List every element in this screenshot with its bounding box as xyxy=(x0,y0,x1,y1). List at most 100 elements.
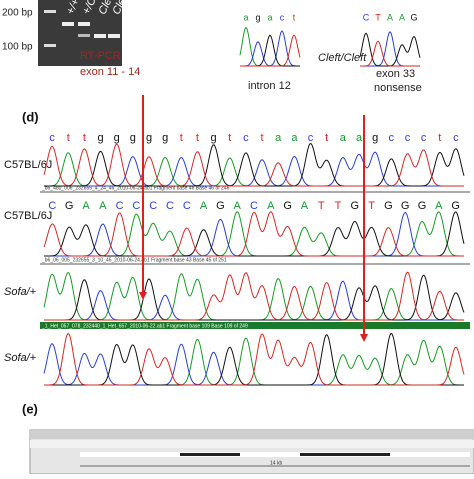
trace xyxy=(43,211,464,257)
base-call: A xyxy=(234,200,242,212)
base-call: a xyxy=(291,132,298,144)
base-call: C xyxy=(48,200,56,212)
toolbar xyxy=(30,440,474,448)
base-call: c xyxy=(49,132,55,144)
base-call: C xyxy=(149,200,157,212)
base-call: C xyxy=(116,200,124,212)
gel-band xyxy=(78,34,90,37)
trace-label: nonsense xyxy=(374,82,422,94)
base-call: t xyxy=(261,132,264,144)
trace xyxy=(44,332,465,386)
base-call: G xyxy=(216,200,225,212)
base-call: G xyxy=(351,200,360,212)
trace xyxy=(359,32,421,67)
trace xyxy=(360,31,420,67)
ruler xyxy=(80,452,470,457)
base-call: C xyxy=(250,200,258,212)
base-call: G xyxy=(283,200,292,212)
base-call: a xyxy=(275,132,282,144)
gene-block xyxy=(180,453,240,456)
base-call: A xyxy=(82,200,90,212)
base-call: A xyxy=(267,200,275,212)
row-label: C57BL/6J xyxy=(4,210,52,222)
base-call: A xyxy=(387,12,393,22)
base-call: c xyxy=(405,132,411,144)
base-call: a xyxy=(267,12,272,22)
panel-label: (d) xyxy=(22,109,39,124)
base-call: g xyxy=(97,132,103,144)
base-call: t xyxy=(293,12,296,22)
trace xyxy=(44,271,464,321)
ladder-band xyxy=(44,44,56,47)
base-call: G xyxy=(410,12,417,22)
base-call: T xyxy=(335,200,342,212)
base-call: T xyxy=(318,200,325,212)
base-call: c xyxy=(389,132,395,144)
trace xyxy=(44,151,464,187)
trace xyxy=(44,332,464,386)
gene-block xyxy=(300,453,390,456)
arrow-head xyxy=(360,334,368,342)
trace-label: intron 12 xyxy=(248,80,291,92)
trace xyxy=(44,211,464,257)
base-call: a xyxy=(340,132,347,144)
base-call: C xyxy=(183,200,191,212)
base-call: g xyxy=(162,132,168,144)
trace-label: exon 33 xyxy=(376,68,415,80)
base-call: g xyxy=(130,132,136,144)
base-call: c xyxy=(243,132,249,144)
base-call: t xyxy=(325,132,328,144)
base-call: c xyxy=(308,132,314,144)
base-call: g xyxy=(372,132,378,144)
gel-band xyxy=(94,34,106,38)
base-call: G xyxy=(451,200,460,212)
base-call: t xyxy=(83,132,86,144)
trace xyxy=(44,143,465,187)
base-call: A xyxy=(435,200,443,212)
base-call: C xyxy=(132,200,140,212)
base-call: a xyxy=(243,12,248,22)
base-call: g xyxy=(255,12,260,22)
trace xyxy=(239,26,300,67)
file-name: _b6_06_005_232655_3_10_45_2010-06-24.ab1… xyxy=(41,257,227,263)
row-label: Sofa/+ xyxy=(4,286,37,298)
file-name: _1_Het_057_078_232440_1_Het_657_2010-06-… xyxy=(41,323,248,329)
base-call: G xyxy=(401,200,410,212)
marker-label: 100 bp xyxy=(2,42,33,53)
file-bar xyxy=(40,322,470,329)
base-call: A xyxy=(200,200,208,212)
base-call: t xyxy=(67,132,70,144)
trace xyxy=(43,143,464,187)
trace xyxy=(44,211,465,257)
trace xyxy=(240,34,301,67)
window-title-bar xyxy=(30,430,474,439)
row-label: Sofa/+ xyxy=(4,352,37,364)
gel-band xyxy=(108,34,120,38)
base-call: t xyxy=(196,132,199,144)
genotype: Cleft/Cleft xyxy=(318,52,367,64)
gel-region: exon 11 - 14 xyxy=(80,66,140,78)
row-label: C57BL/6J xyxy=(4,159,52,171)
base-call: g xyxy=(146,132,152,144)
base-call: t xyxy=(438,132,441,144)
base-call: A xyxy=(399,12,405,22)
ladder-band xyxy=(44,10,56,13)
panel-label: (e) xyxy=(22,401,38,416)
base-call: G xyxy=(65,200,74,212)
base-call: g xyxy=(114,132,120,144)
base-call: T xyxy=(375,12,381,22)
gel-band xyxy=(78,22,90,26)
gel-method: RT-PCR xyxy=(80,50,121,62)
base-call: c xyxy=(453,132,459,144)
base-call: A xyxy=(301,200,309,212)
base-call: t xyxy=(180,132,183,144)
base-call: C xyxy=(363,12,370,22)
scale-label: 14 kb xyxy=(270,460,282,466)
gel-band xyxy=(62,22,74,26)
file-name: _b6_480_006_232655_4_24_46_2010-06-24.ab… xyxy=(41,185,230,191)
trace xyxy=(360,40,420,67)
base-call: A xyxy=(99,200,107,212)
base-call: t xyxy=(228,132,231,144)
base-call: T xyxy=(368,200,375,212)
